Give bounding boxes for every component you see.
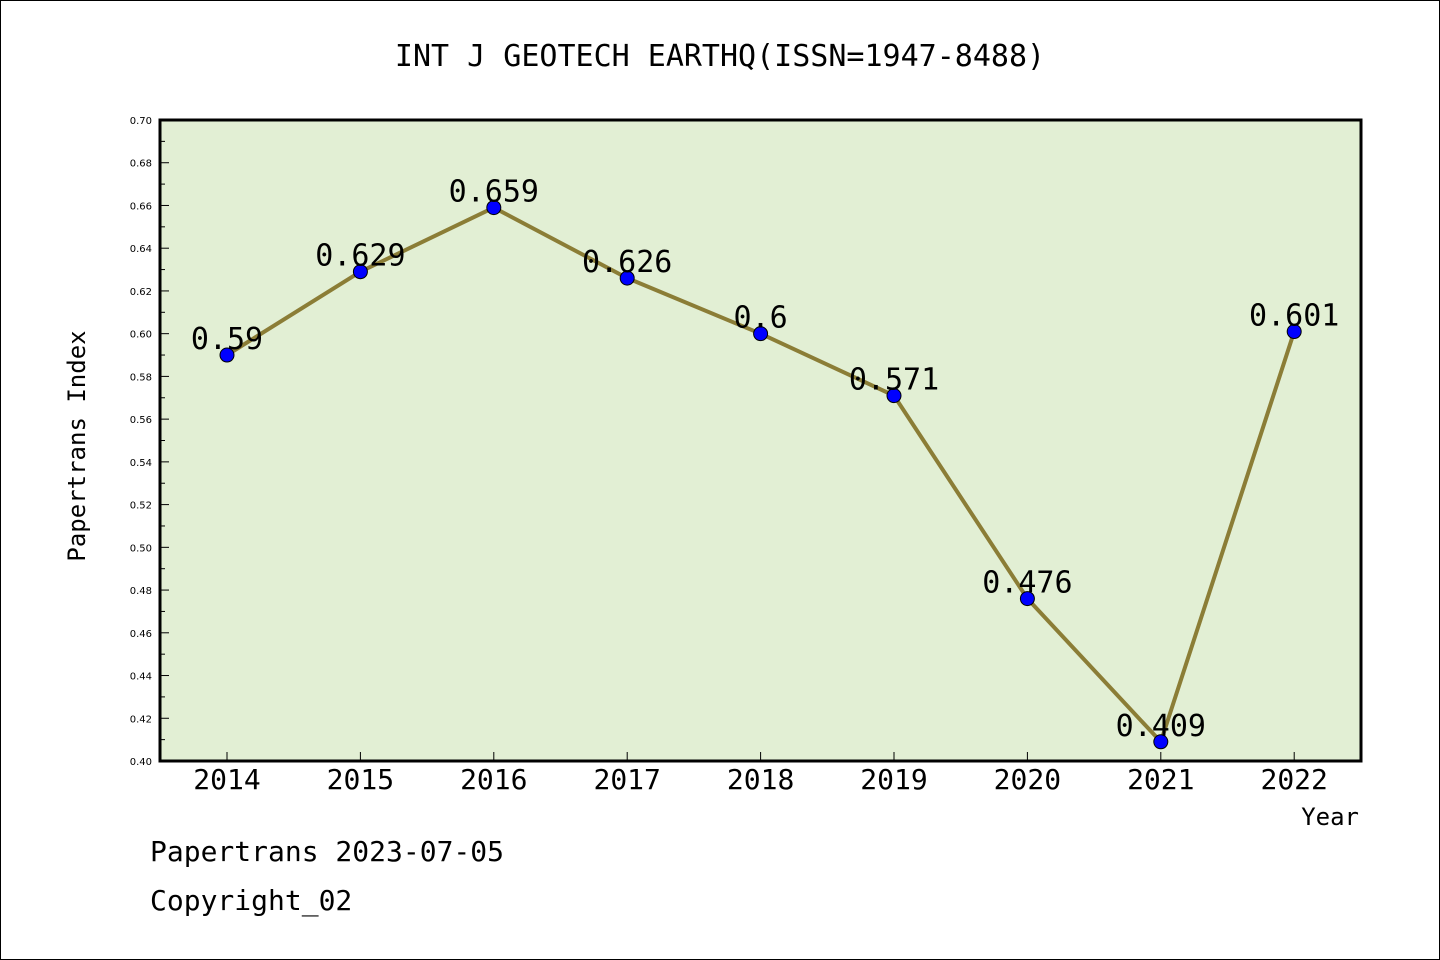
- y-axis-ticks: 0.40 0.42 0.44 0.46 0.48 0.50 0.52 0.54 0.56 0.58…: [130, 116, 169, 768]
- data-point: [1286, 324, 1302, 340]
- y-tick-label: 0.56: [130, 415, 152, 426]
- data-label: 0.409: [1116, 709, 1206, 744]
- data-label: 0.629: [315, 239, 405, 274]
- x-tick-label: 2019: [860, 763, 927, 796]
- y-tick-label: 0.70: [130, 116, 152, 127]
- data-label: 0.626: [582, 245, 672, 280]
- data-label: 0.476: [982, 566, 1072, 601]
- data-point: [619, 270, 635, 286]
- chart-title: INT J GEOTECH EARTHQ(ISSN=1947-8488): [395, 39, 1045, 74]
- x-tick-label: 2014: [193, 763, 260, 796]
- y-tick-label: 0.62: [130, 287, 152, 298]
- y-tick-label: 0.48: [130, 586, 152, 597]
- y-tick-label: 0.64: [130, 244, 152, 255]
- data-label: 0.571: [849, 363, 939, 398]
- data-label: 0.601: [1249, 299, 1339, 334]
- y-tick-label: 0.46: [130, 629, 152, 640]
- footer-copyright: Copyright_02: [150, 884, 353, 917]
- y-tick-label: 0.42: [130, 714, 152, 725]
- y-tick-label: 0.68: [130, 159, 152, 170]
- plot-area: [158, 118, 1363, 763]
- y-tick-label: 0.50: [130, 543, 152, 554]
- x-tick-label: 2016: [460, 763, 527, 796]
- x-tick-label: 2017: [593, 763, 660, 796]
- data-labels: 0.59 0.629 0.659 0.626 0.6 0.571 0.476 0.409 0.6…: [191, 175, 1339, 744]
- data-point: [352, 264, 368, 280]
- data-point: [753, 326, 769, 342]
- y-axis-label: Papertrans Index: [63, 330, 91, 561]
- x-axis-ticks: 2014 2015 2016 2017 2018 2019 2020 2021 2022: [193, 752, 1328, 796]
- y-tick-label: 0.40: [130, 757, 152, 768]
- data-label: 0.659: [449, 175, 539, 210]
- data-point: [486, 200, 502, 216]
- x-tick-label: 2015: [327, 763, 394, 796]
- data-point: [219, 347, 235, 363]
- data-point: [886, 388, 902, 404]
- x-tick-label: 2020: [994, 763, 1061, 796]
- y-tick-label: 0.44: [130, 672, 152, 683]
- footer-date: Papertrans 2023-07-05: [150, 835, 505, 868]
- y-tick-label: 0.58: [130, 372, 152, 383]
- y-tick-label: 0.54: [130, 458, 152, 469]
- y-tick-label: 0.60: [130, 330, 152, 341]
- data-point: [1019, 591, 1035, 607]
- data-points: [219, 200, 1302, 750]
- y-tick-label: 0.52: [130, 501, 152, 512]
- x-axis-label: Year: [1301, 803, 1359, 831]
- data-point: [1153, 734, 1169, 750]
- x-tick-label: 2021: [1127, 763, 1194, 796]
- data-label: 0.59: [191, 322, 263, 357]
- y-tick-label: 0.66: [130, 201, 152, 212]
- x-tick-label: 2022: [1260, 763, 1327, 796]
- data-label: 0.6: [734, 301, 788, 336]
- x-tick-label: 2018: [727, 763, 794, 796]
